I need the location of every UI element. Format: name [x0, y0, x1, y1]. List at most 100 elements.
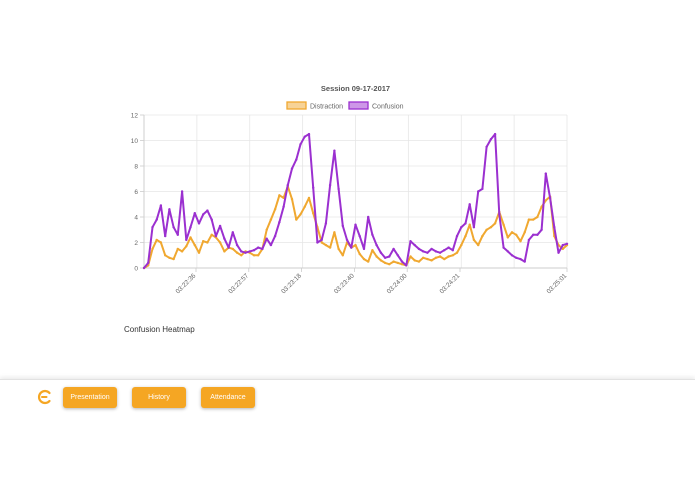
data-point-confusion [396, 254, 399, 257]
data-point-distraction [218, 241, 222, 244]
data-point-confusion [231, 231, 234, 234]
data-point-confusion [553, 226, 556, 229]
data-point-confusion [176, 233, 179, 236]
data-point-distraction [235, 251, 239, 254]
data-point-distraction [354, 243, 357, 247]
data-point-confusion [527, 238, 531, 242]
data-point-confusion [273, 234, 277, 238]
data-point-confusion [447, 246, 450, 249]
data-point-confusion [261, 247, 264, 251]
data-point-distraction [544, 199, 547, 202]
x-tick-label: 03:24:00 [386, 272, 409, 295]
x-tick-label: 03:24:21 [439, 272, 462, 295]
data-point-distraction [371, 249, 374, 252]
data-point-distraction [176, 247, 179, 251]
data-point-confusion [557, 251, 560, 254]
data-point-distraction [438, 255, 442, 258]
data-point-confusion [172, 226, 175, 229]
data-point-distraction [396, 261, 399, 265]
data-point-distraction [299, 213, 302, 216]
data-point-distraction [422, 256, 425, 259]
data-point-confusion [523, 260, 526, 263]
data-point-confusion [303, 135, 306, 138]
presentation-button[interactable]: Presentation [63, 387, 117, 408]
data-point-confusion [299, 143, 302, 146]
data-point-confusion [379, 251, 383, 254]
data-point-distraction [151, 247, 154, 251]
data-point-distraction [451, 254, 454, 257]
data-point-distraction [341, 254, 344, 257]
data-point-confusion [510, 254, 514, 257]
data-point-distraction [409, 255, 412, 258]
data-point-confusion [316, 241, 319, 244]
data-point-distraction [468, 223, 471, 226]
data-point-distraction [172, 257, 175, 261]
data-point-confusion [468, 203, 471, 206]
data-point-confusion [354, 223, 357, 226]
data-point-distraction [168, 256, 171, 259]
data-point-distraction [367, 260, 370, 263]
data-point-confusion [485, 145, 488, 149]
data-point-distraction [532, 218, 535, 221]
attendance-button[interactable]: Attendance [201, 387, 255, 408]
data-point-confusion [350, 246, 353, 249]
data-point-confusion [286, 183, 289, 187]
data-point-distraction [197, 251, 201, 254]
data-point-confusion [244, 251, 247, 254]
data-point-confusion [392, 247, 395, 251]
x-tick-label: 03:25:01 [546, 272, 569, 295]
legend-label-confusion: Confusion [372, 104, 404, 111]
data-point-distraction [430, 259, 433, 262]
data-point-distraction [265, 228, 268, 231]
data-point-confusion [371, 233, 374, 236]
data-point-confusion [218, 224, 222, 228]
history-button[interactable]: History [132, 387, 186, 408]
y-tick-label: 0 [134, 265, 138, 272]
data-point-confusion [477, 190, 480, 193]
data-point-distraction [362, 257, 366, 261]
data-point-distraction [202, 240, 205, 243]
data-point-confusion [422, 250, 425, 253]
data-point-distraction [434, 256, 438, 259]
data-point-distraction [443, 257, 446, 261]
data-point-distraction [206, 241, 209, 244]
data-point-confusion [147, 261, 150, 265]
data-point-confusion [337, 187, 340, 191]
data-point-confusion [489, 138, 493, 141]
data-point-confusion [223, 237, 226, 240]
data-point-confusion [417, 247, 421, 251]
data-point-confusion [426, 251, 429, 254]
data-point-distraction [164, 254, 167, 257]
data-point-distraction [159, 241, 163, 244]
data-point-confusion [358, 234, 361, 238]
data-point-distraction [307, 196, 311, 200]
chart-title: Session 09-17-2017 [321, 84, 390, 93]
data-point-distraction [426, 257, 429, 261]
data-point-confusion [252, 249, 256, 252]
data-point-distraction [413, 259, 416, 262]
data-point-confusion [180, 190, 184, 193]
data-point-distraction [472, 238, 476, 242]
app-logo-icon[interactable] [37, 389, 53, 405]
data-point-distraction [333, 231, 336, 234]
x-tick-label: 03:22:36 [175, 272, 198, 295]
y-tick-label: 12 [131, 112, 139, 119]
data-point-distraction [290, 197, 294, 201]
data-point-distraction [527, 218, 531, 221]
data-point-distraction [502, 223, 505, 226]
data-point-confusion [565, 242, 569, 245]
data-point-confusion [155, 218, 158, 221]
data-point-confusion [532, 233, 535, 236]
data-point-confusion [168, 208, 171, 211]
data-point-distraction [189, 236, 192, 239]
data-point-confusion [248, 250, 251, 253]
data-point-confusion [307, 132, 311, 136]
y-tick-label: 10 [131, 138, 139, 145]
data-point-confusion [409, 240, 412, 243]
data-point-distraction [273, 208, 277, 211]
data-point-confusion [498, 213, 501, 216]
data-point-confusion [193, 212, 196, 215]
data-point-confusion [430, 247, 433, 251]
data-point-distraction [536, 215, 539, 219]
data-point-distraction [523, 231, 526, 234]
